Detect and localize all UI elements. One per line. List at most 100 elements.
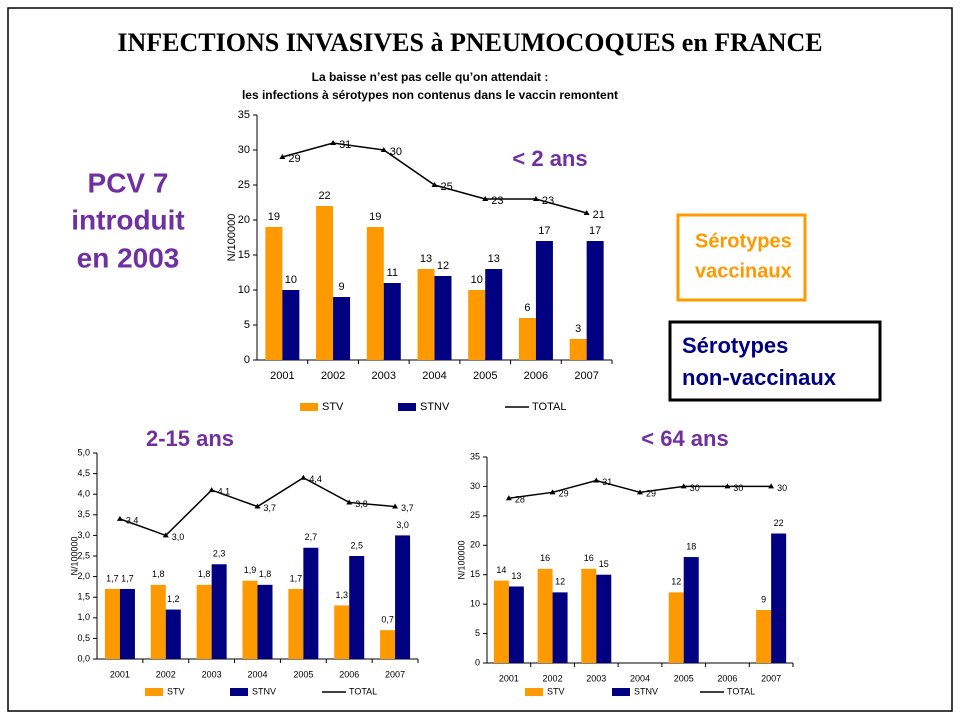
data-label: 1,8 [259, 569, 272, 579]
bar [434, 276, 452, 360]
bar [535, 241, 553, 360]
y-tick-label: 3,0 [77, 530, 90, 540]
legend-swatch [300, 403, 318, 411]
bar [596, 574, 612, 663]
x-tick-label: 2006 [524, 370, 548, 382]
y-axis-label: N/100000 [456, 540, 466, 579]
x-tick-label: 2001 [110, 669, 130, 679]
data-label: 1,9 [244, 565, 257, 575]
x-tick-label: 2003 [372, 370, 396, 382]
data-label: 30 [777, 483, 787, 493]
data-label: 17 [589, 225, 601, 237]
bar [569, 339, 587, 360]
y-tick-label: 15 [238, 249, 250, 261]
bar [537, 568, 553, 663]
y-tick-label: 15 [470, 569, 480, 579]
marker [724, 483, 731, 489]
x-tick-label: 2007 [385, 669, 405, 679]
data-label: 0,7 [381, 615, 394, 625]
data-label: 16 [540, 553, 550, 563]
bar [756, 610, 772, 663]
slide-title: INFECTIONS INVASIVES à PNEUMOCOQUES en F… [117, 28, 822, 57]
y-tick-label: 0 [244, 354, 250, 366]
legend-label: STNV [634, 686, 658, 696]
data-label: 25 [441, 181, 453, 193]
data-label: 13 [488, 253, 500, 265]
x-tick-label: 2006 [717, 673, 737, 683]
data-label: 29 [646, 489, 656, 499]
bar [334, 605, 350, 659]
data-label: 31 [602, 477, 612, 487]
data-label: 29 [559, 489, 569, 499]
bar [518, 318, 536, 360]
data-label: 21 [593, 209, 605, 221]
y-tick-label: 30 [238, 144, 250, 156]
y-tick-label: 0 [475, 657, 480, 667]
chart-label: 2-15 ans [146, 426, 234, 451]
x-tick-label: 2004 [630, 673, 650, 683]
data-label: 1,8 [152, 569, 165, 579]
legend-label: STV [547, 686, 565, 696]
bar [366, 227, 384, 360]
bar [165, 609, 181, 659]
y-axis-label: N/100000 [226, 214, 238, 262]
data-label: 29 [288, 153, 300, 165]
legend-box-text: vaccinaux [695, 260, 792, 282]
x-tick-label: 2002 [321, 370, 345, 382]
y-tick-label: 30 [470, 481, 480, 491]
data-label: 3,4 [126, 515, 139, 525]
bar [485, 269, 503, 360]
x-tick-label: 2007 [761, 673, 781, 683]
data-label: 4,4 [309, 474, 322, 484]
y-tick-label: 5,0 [77, 447, 90, 457]
legend-label: STNV [252, 686, 276, 696]
note: introduit [71, 204, 185, 235]
legend-label: STV [322, 401, 344, 413]
data-label: 3,0 [172, 532, 185, 542]
chart-title: La baisse n’est pas celle qu’on attendai… [312, 70, 549, 84]
data-label: 3 [575, 323, 581, 335]
data-label: 22 [318, 190, 330, 202]
bar [349, 556, 365, 659]
y-tick-label: 4,5 [77, 468, 90, 478]
note: PCV 7 [88, 167, 169, 198]
data-label: 1,2 [167, 594, 180, 604]
data-label: 17 [538, 225, 550, 237]
bar [288, 588, 304, 659]
bar [468, 290, 486, 360]
legend-label: STNV [420, 401, 450, 413]
data-label: 28 [515, 495, 525, 505]
marker [505, 495, 512, 501]
data-label: 12 [555, 577, 565, 587]
data-label: 4,1 [218, 486, 231, 496]
x-tick-label: 2003 [202, 669, 222, 679]
bar [242, 580, 258, 659]
bar [771, 533, 787, 663]
bar [333, 297, 351, 360]
data-label: 12 [671, 577, 681, 587]
y-tick-label: 10 [470, 599, 480, 609]
legend-swatch [398, 403, 416, 411]
data-label: 1,7 [106, 573, 119, 583]
data-label: 1,3 [335, 590, 348, 600]
bar [417, 269, 435, 360]
marker [482, 196, 489, 201]
marker [532, 196, 539, 201]
marker [279, 154, 286, 159]
bar [303, 547, 319, 659]
y-tick-label: 1,0 [77, 612, 90, 622]
data-label: 30 [733, 483, 743, 493]
data-label: 31 [339, 139, 351, 151]
legend-label: TOTAL [349, 686, 377, 696]
x-tick-label: 2006 [339, 669, 359, 679]
bar [395, 535, 411, 659]
data-label: 15 [599, 559, 609, 569]
bar [380, 630, 396, 659]
y-tick-label: 4,0 [77, 489, 90, 499]
y-tick-label: 10 [238, 284, 250, 296]
x-tick-label: 2004 [422, 370, 446, 382]
y-tick-label: 0,5 [77, 633, 90, 643]
x-tick-label: 2005 [293, 669, 313, 679]
y-tick-label: 35 [470, 451, 480, 461]
